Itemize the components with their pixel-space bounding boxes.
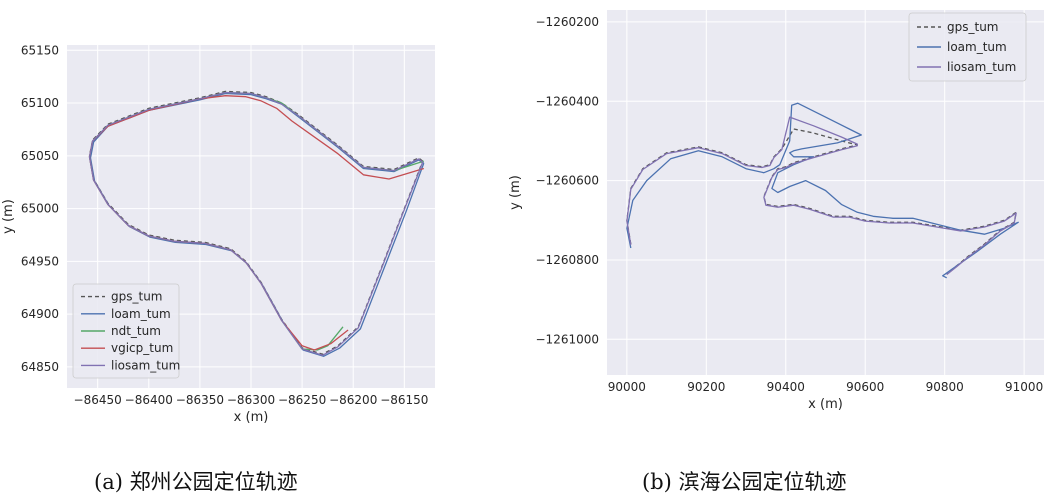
x-tick-label: 90400	[767, 380, 805, 394]
legend-label-liosam_tum: liosam_tum	[947, 60, 1016, 74]
y-tick-label: −1260200	[536, 15, 600, 29]
y-tick-label: −1261000	[536, 332, 600, 346]
y-tick-label: 65050	[21, 149, 59, 163]
y-tick-label: −1260800	[536, 253, 600, 267]
series-line-liosam_tum	[88, 91, 424, 356]
caption-a: (a) 郑州公园定位轨迹	[94, 470, 298, 494]
x-tick-label: −86350	[176, 393, 224, 407]
x-tick-label: 90000	[608, 380, 646, 394]
y-tick-label: −1260400	[536, 94, 600, 108]
y-tick-label: 65150	[21, 43, 59, 57]
x-tick-label: −86400	[125, 393, 173, 407]
legend-box	[72, 283, 180, 379]
y-tick-label: 65000	[21, 202, 59, 216]
y-tick-label: 64850	[21, 360, 59, 374]
x-tick-label: −86150	[380, 393, 428, 407]
caption-b: (b) 滨海公园定位轨迹	[642, 470, 847, 494]
x-tick-label: 90800	[926, 380, 964, 394]
legend-label-gps_tum: gps_tum	[947, 20, 999, 34]
x-tick-label: −86250	[278, 393, 326, 407]
y-tick-label: −1260600	[536, 174, 600, 188]
legend-label-vgicp_tum: vgicp_tum	[111, 341, 173, 355]
x-axis-label: x (m)	[808, 397, 843, 412]
legend-label-loam_tum: loam_tum	[947, 40, 1007, 54]
x-tick-label: −86450	[74, 393, 122, 407]
x-tick-label: −86200	[329, 393, 377, 407]
legend-label-ndt_tum: ndt_tum	[111, 324, 161, 338]
legend-label-liosam_tum: liosam_tum	[111, 358, 180, 372]
y-axis-label: y (m)	[1, 199, 16, 234]
y-tick-label: 64900	[21, 307, 59, 321]
legend-label-gps_tum: gps_tum	[111, 290, 163, 304]
series-line-loam_tum	[626, 102, 1019, 279]
legend-box	[908, 12, 1027, 82]
plot-binhai-park: 90000 90200 90400 90600 90800 91000 −1261000 −1…	[508, 10, 1044, 412]
series-line-liosam_tum	[626, 116, 1017, 276]
y-axis-label: y (m)	[508, 175, 523, 210]
plot-zhengzhou-park: −86450 −86400 −86350 −86300 −86250 −86200 −861…	[1, 43, 435, 425]
y-tick-label: 64950	[21, 254, 59, 268]
x-tick-label: 90200	[687, 380, 725, 394]
series-line-gps_tum	[626, 128, 1017, 275]
legend-label-loam_tum: loam_tum	[111, 307, 171, 321]
x-tick-label: −86300	[227, 393, 275, 407]
x-tick-label: 90600	[846, 380, 884, 394]
y-tick-label: 65100	[21, 96, 59, 110]
x-tick-label: 91000	[1005, 380, 1043, 394]
x-axis-label: x (m)	[234, 410, 269, 425]
